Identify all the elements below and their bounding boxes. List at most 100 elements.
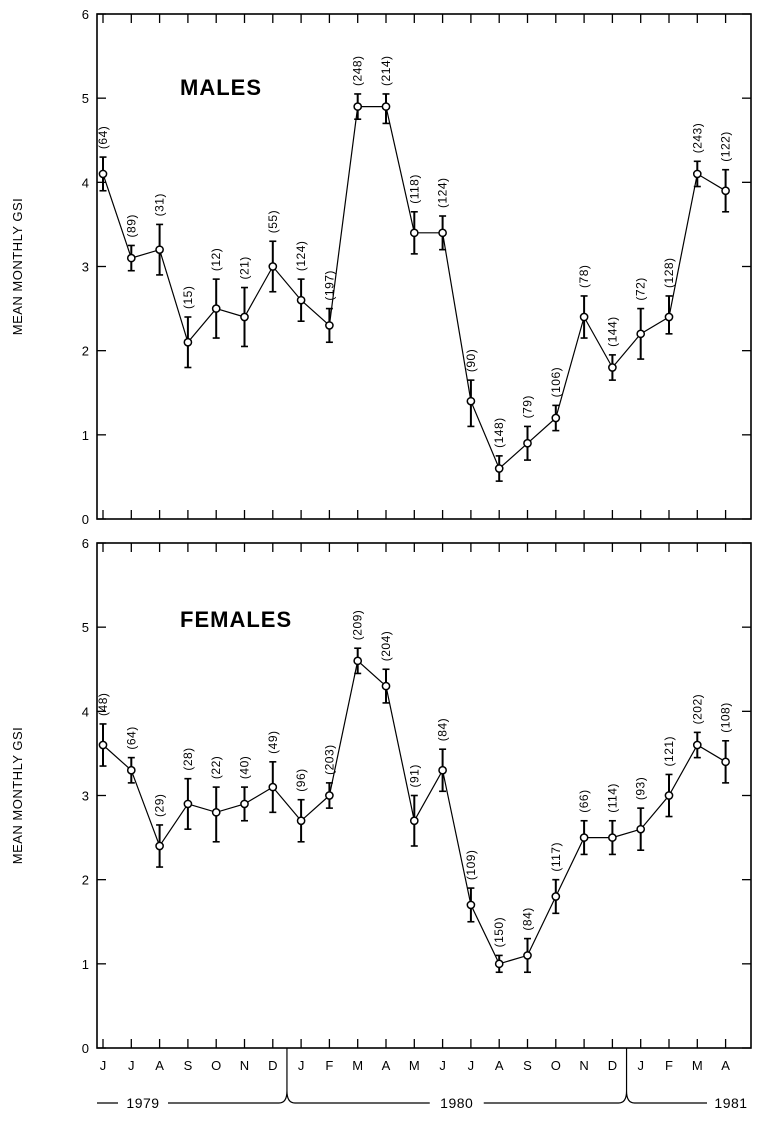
- males-data-point: [636, 329, 646, 339]
- females-x-tick-label: D: [268, 1058, 277, 1073]
- males-y-tick-label: 1: [82, 428, 89, 443]
- males-data-point: [353, 102, 363, 111]
- males-sample-size-label: (31): [153, 193, 167, 216]
- males-data-point: [409, 228, 419, 238]
- females-sample-size-label: (64): [124, 726, 138, 749]
- males-data-point: [692, 169, 702, 179]
- females-data-point: [438, 765, 447, 775]
- males-data-point: [183, 337, 193, 347]
- females-sample-size-label: (22): [209, 756, 223, 779]
- females-panel: 0 1 2 3 4 5 6 J J A S O N D J F M A M J J A S O N D J F M A MEAN MONTH…: [10, 536, 752, 1073]
- females-sample-size-label: (108): [719, 702, 733, 733]
- males-sample-size-label: (15): [181, 286, 195, 309]
- females-x-tick-label: A: [382, 1058, 391, 1073]
- year-axis: 1979 1980 1981: [97, 1048, 747, 1111]
- females-data-point: [608, 833, 617, 842]
- females-data-point: [211, 807, 221, 817]
- year-brace-1980-1981: [483, 1090, 707, 1104]
- males-data-point: [381, 102, 391, 111]
- females-y-tick-label: 0: [82, 1041, 89, 1056]
- females-sample-size-label: (114): [605, 783, 619, 813]
- males-sample-size-label: (124): [294, 241, 308, 272]
- females-y-tick-label: 6: [82, 536, 89, 551]
- males-sample-size-label: (78): [577, 265, 591, 288]
- females-sample-size-label: (209): [351, 610, 365, 641]
- females-x-tick-label: J: [468, 1058, 475, 1073]
- females-y-tick-label: 3: [82, 789, 89, 804]
- females-data-point: [155, 841, 164, 851]
- females-sample-size-label: (40): [238, 756, 252, 779]
- males-panel-title: MALES: [180, 75, 262, 100]
- females-x-tick-label: J: [637, 1058, 644, 1073]
- males-y-tick-label: 6: [82, 7, 89, 22]
- females-data-point: [183, 799, 193, 809]
- year-label-1981: 1981: [714, 1095, 747, 1111]
- year-label-1980: 1980: [440, 1095, 473, 1111]
- females-x-tick-label: N: [240, 1058, 249, 1073]
- females-x-tick-label: A: [495, 1058, 504, 1073]
- females-panel-title: FEMALES: [180, 607, 292, 632]
- males-sample-size-label: (90): [464, 349, 478, 372]
- females-data-point: [98, 740, 108, 750]
- females-sample-size-label: (84): [521, 907, 535, 930]
- females-data-point: [523, 951, 532, 960]
- females-sample-size-label: (48): [96, 693, 110, 716]
- females-x-tick-label: O: [551, 1058, 561, 1073]
- females-sample-size-label: (29): [153, 794, 167, 817]
- males-sample-size-label: (128): [662, 257, 676, 288]
- males-y-axis-label: MEAN MONTHLY GSI: [10, 198, 25, 336]
- males-sample-size-label: (214): [379, 55, 393, 86]
- females-y-tick-label: 4: [82, 704, 89, 719]
- females-data-point: [636, 824, 646, 834]
- females-sample-size-label: (96): [294, 768, 308, 791]
- females-data-point: [664, 791, 674, 800]
- females-x-tick-label: M: [409, 1058, 420, 1073]
- males-data-point: [155, 245, 164, 255]
- males-data-point: [240, 312, 249, 322]
- males-sample-size-label: (118): [407, 174, 421, 204]
- males-sample-size-label: (89): [124, 214, 138, 237]
- males-data-point: [608, 363, 617, 372]
- females-sample-size-label: (204): [379, 631, 393, 662]
- females-data-point: [353, 656, 363, 666]
- males-data-point: [325, 321, 334, 330]
- females-data-point: [268, 782, 278, 792]
- males-data-point: [296, 295, 306, 305]
- females-y-axis-label: MEAN MONTHLY GSI: [10, 727, 25, 865]
- females-data-point: [296, 816, 306, 826]
- males-data-point: [523, 438, 532, 448]
- males-sample-size-label: (243): [690, 123, 704, 154]
- females-x-tick-label: N: [579, 1058, 588, 1073]
- females-sample-size-label: (28): [181, 747, 195, 770]
- males-sample-size-label: (148): [492, 417, 506, 448]
- females-data-point: [721, 757, 730, 767]
- males-y-tick-label: 4: [82, 175, 89, 190]
- males-sample-size-label: (55): [266, 210, 280, 233]
- males-sample-size-label: (21): [238, 256, 252, 279]
- males-sample-size-label: (79): [521, 395, 535, 418]
- males-y-tick-label: 0: [82, 512, 89, 527]
- males-data-point: [211, 304, 221, 313]
- males-sample-size-label: (248): [351, 55, 365, 86]
- males-data-point: [98, 169, 108, 179]
- males-data-point: [551, 413, 561, 423]
- females-sample-size-label: (93): [634, 777, 648, 800]
- females-x-tick-label: F: [325, 1058, 333, 1073]
- females-data-point: [494, 959, 504, 969]
- females-sample-size-label: (202): [690, 694, 704, 725]
- females-sample-size-label: (66): [577, 789, 591, 812]
- females-sample-size-label: (150): [492, 917, 506, 948]
- females-x-tick-label: D: [608, 1058, 617, 1073]
- females-x-tick-label: M: [692, 1058, 703, 1073]
- males-y-tick-label: 2: [82, 344, 89, 359]
- females-data-point: [466, 900, 476, 910]
- females-sample-size-label: (117): [549, 842, 563, 872]
- males-y-tick-label: 5: [82, 91, 89, 106]
- females-x-tick-label: M: [352, 1058, 363, 1073]
- year-brace-1979-1980: [168, 1090, 430, 1104]
- females-sample-size-label: (84): [436, 718, 450, 741]
- males-data-point: [721, 186, 730, 196]
- males-data-point: [664, 312, 674, 322]
- males-sample-size-label: (64): [96, 126, 110, 149]
